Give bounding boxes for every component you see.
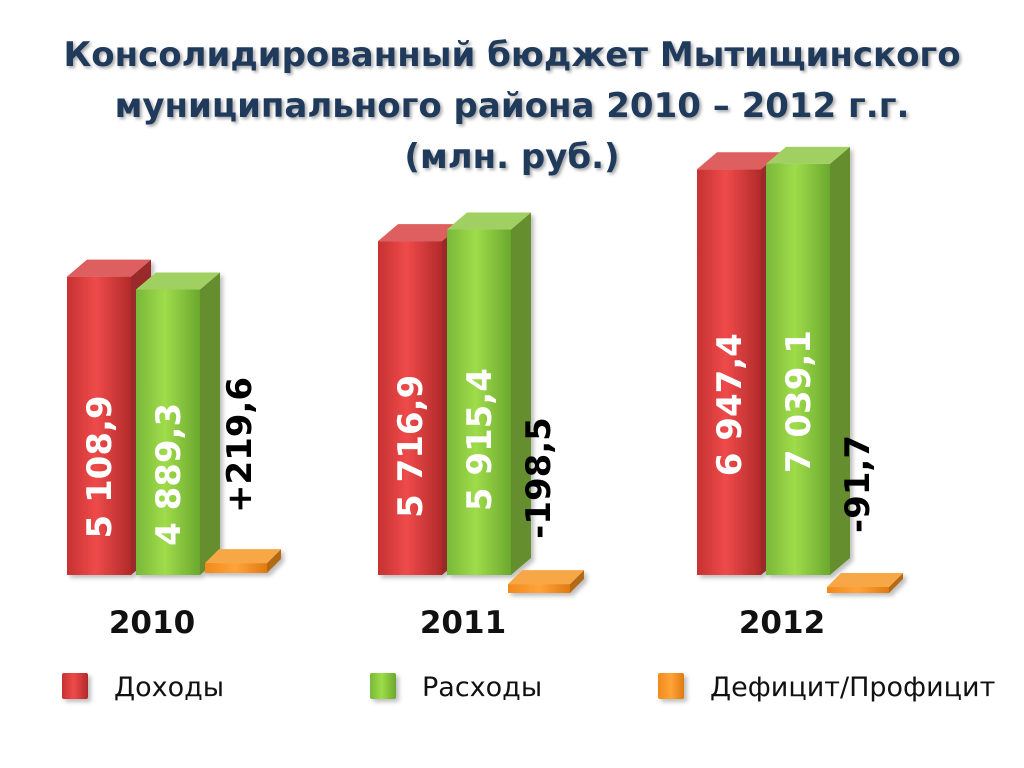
chart-title: Консолидированный бюджет Мытищинского му… [0, 30, 1024, 183]
expense-bar-2010-side [200, 272, 220, 575]
expense-value-label-2012: 7 039,1 [779, 330, 819, 473]
bars-layer: 5 108,9 4 889,3 +219,6 2010 5 716,9 5 915,4 -1… [67, 146, 903, 641]
expense-value-label-2010: 4 889,3 [149, 403, 189, 546]
legend-item-3: Дефицит/Профицит [658, 672, 995, 703]
legend-label: Расходы [422, 672, 542, 703]
revenue-value-label-2011: 5 716,9 [391, 375, 431, 518]
legend-label: Дефицит/Профицит [710, 672, 995, 703]
legend-label: Доходы [114, 672, 224, 703]
revenue-bar-2010-front [67, 276, 131, 575]
legend-item-1: Доходы [62, 672, 224, 703]
expense-bar-2010 [136, 272, 220, 575]
balance-bar-2012 [827, 573, 903, 593]
expense-bar-2011-top [447, 212, 531, 230]
revenue-bar-2012-top [697, 152, 781, 170]
revenue-value-label-2010: 5 108,9 [80, 395, 120, 538]
chart-title-line-1: Консолидированный бюджет Мытищинского [63, 35, 961, 75]
year-label-2010: 2010 [109, 605, 195, 641]
revenue-value-label-2012: 6 947,4 [710, 333, 750, 476]
expense-bar-2011-front [447, 229, 511, 575]
expense-bar-2010-front [136, 289, 200, 575]
revenue-bar-2011-front [378, 241, 442, 575]
balance-value-label-2012: -91,7 [838, 435, 878, 533]
year-label-2012: 2012 [739, 605, 825, 641]
balance-bar-2011-front [508, 584, 570, 593]
balance-bar-2010-top [205, 549, 281, 564]
expense-value-label-2011: 5 915,4 [460, 368, 500, 511]
year-label-2011: 2011 [420, 605, 506, 641]
balance-bar-2012-top [827, 573, 903, 587]
chart-title-line-3: (млн. руб.) [404, 137, 620, 177]
balance-bar-2010-side [267, 549, 281, 573]
expense-bar-2011-side [511, 212, 531, 575]
balance-value-label-2010: +219,6 [220, 377, 260, 513]
revenue-bar-2011-top [378, 224, 462, 242]
expense-bar-2012 [766, 146, 850, 575]
balance-bar-2012-front [827, 587, 889, 593]
legend-item-2: Расходы [370, 672, 542, 703]
revenue-bar-2010-top [67, 259, 151, 277]
expense-bar-2012-front [766, 163, 830, 575]
chart-legend: Доходы Расходы Дефицит/Профицит [62, 672, 995, 703]
legend-swatch [62, 673, 88, 699]
legend-swatch [370, 673, 396, 699]
expense-bar-2011 [447, 212, 531, 575]
expense-bar-2012-top [766, 146, 850, 164]
expense-bar-2010-top [136, 272, 220, 290]
balance-bar-2011-side [570, 570, 584, 593]
chart-title-line-2: муниципального района 2010 – 2012 г.г. [114, 86, 910, 126]
balance-bar-2011-top [508, 570, 584, 585]
revenue-bar-2012-front [697, 169, 761, 575]
expense-bar-2012-side [830, 146, 850, 575]
balance-bar-2011 [508, 570, 584, 593]
balance-bar-2010 [205, 549, 281, 573]
balance-value-label-2011: -198,5 [519, 417, 559, 539]
legend-swatch [658, 673, 684, 699]
balance-bar-2012-side [889, 573, 903, 593]
balance-bar-2010-front [205, 563, 267, 573]
